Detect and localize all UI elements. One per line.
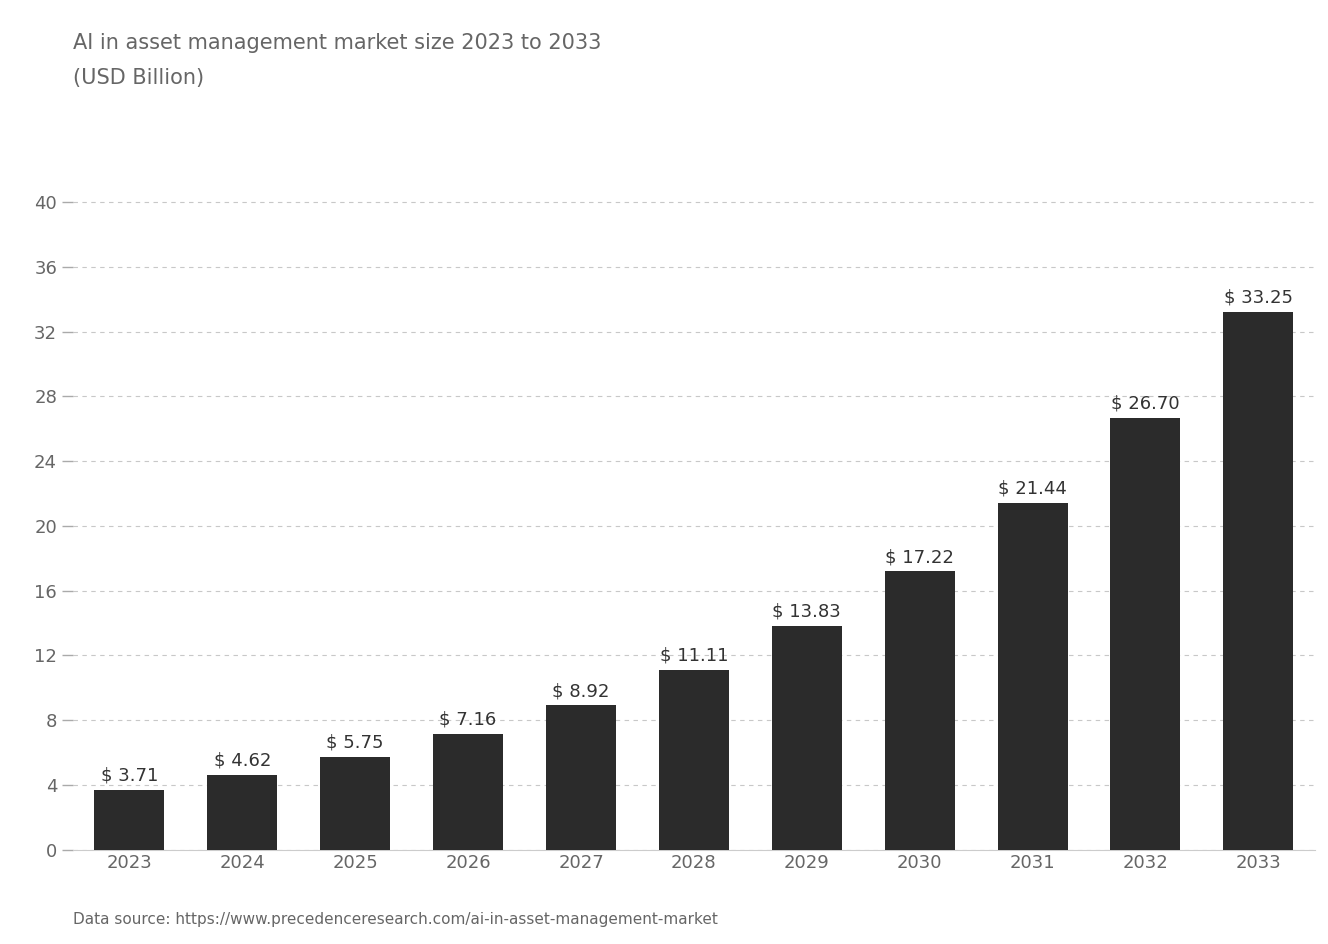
Text: $ 33.25: $ 33.25 xyxy=(1224,289,1292,307)
Bar xyxy=(772,626,842,850)
Text: $ 4.62: $ 4.62 xyxy=(214,752,271,770)
Text: $ 5.75: $ 5.75 xyxy=(327,733,384,751)
Bar xyxy=(207,775,278,850)
Text: $ 3.71: $ 3.71 xyxy=(101,767,158,784)
Bar xyxy=(659,670,729,850)
Text: $ 21.44: $ 21.44 xyxy=(999,480,1066,497)
Bar xyxy=(320,756,390,850)
Text: $ 17.22: $ 17.22 xyxy=(886,548,954,566)
Text: Data source: https://www.precedenceresearch.com/ai-in-asset-management-market: Data source: https://www.precedenceresea… xyxy=(73,912,718,927)
Bar xyxy=(94,789,165,850)
Text: $ 11.11: $ 11.11 xyxy=(660,647,728,665)
Bar xyxy=(1223,312,1293,850)
Text: $ 8.92: $ 8.92 xyxy=(552,683,610,700)
Text: $ 7.16: $ 7.16 xyxy=(440,711,497,729)
Text: $ 26.70: $ 26.70 xyxy=(1112,395,1179,413)
Bar xyxy=(884,571,955,850)
Bar xyxy=(546,705,616,850)
Text: (USD Billion): (USD Billion) xyxy=(73,68,205,88)
Bar xyxy=(997,502,1068,850)
Text: $ 13.83: $ 13.83 xyxy=(773,603,841,621)
Bar xyxy=(433,733,503,850)
Text: AI in asset management market size 2023 to 2033: AI in asset management market size 2023 … xyxy=(73,33,602,53)
Bar xyxy=(1110,417,1181,850)
